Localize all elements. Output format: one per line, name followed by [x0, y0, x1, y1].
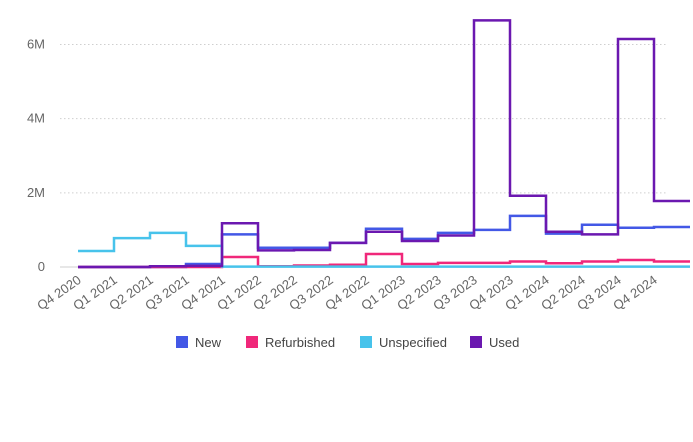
legend-label: Unspecified	[379, 335, 447, 350]
y-tick-label: 4M	[27, 111, 45, 126]
legend-item-used[interactable]: Used	[470, 335, 519, 350]
legend-item-new[interactable]: New	[176, 335, 222, 350]
legend-label: New	[195, 335, 222, 350]
legend-item-refurbished[interactable]: Refurbished	[246, 335, 335, 350]
legend: New Refurbished Unspecified Used	[176, 335, 519, 350]
series-line-unspecified[interactable]	[78, 231, 690, 268]
y-axis: 0 2M 4M 6M	[27, 37, 45, 275]
series-line-new[interactable]	[78, 214, 690, 269]
legend-swatch	[176, 336, 188, 348]
legend-label: Refurbished	[265, 335, 335, 350]
y-tick-label: 2M	[27, 185, 45, 200]
legend-item-unspecified[interactable]: Unspecified	[360, 335, 447, 350]
y-tick-label: 0	[38, 259, 45, 274]
legend-swatch	[470, 336, 482, 348]
legend-label: Used	[489, 335, 519, 350]
legend-swatch	[360, 336, 372, 348]
series-line-used[interactable]	[78, 19, 690, 269]
legend-swatch	[246, 336, 258, 348]
y-tick-label: 6M	[27, 37, 45, 52]
plot-area	[78, 19, 690, 269]
